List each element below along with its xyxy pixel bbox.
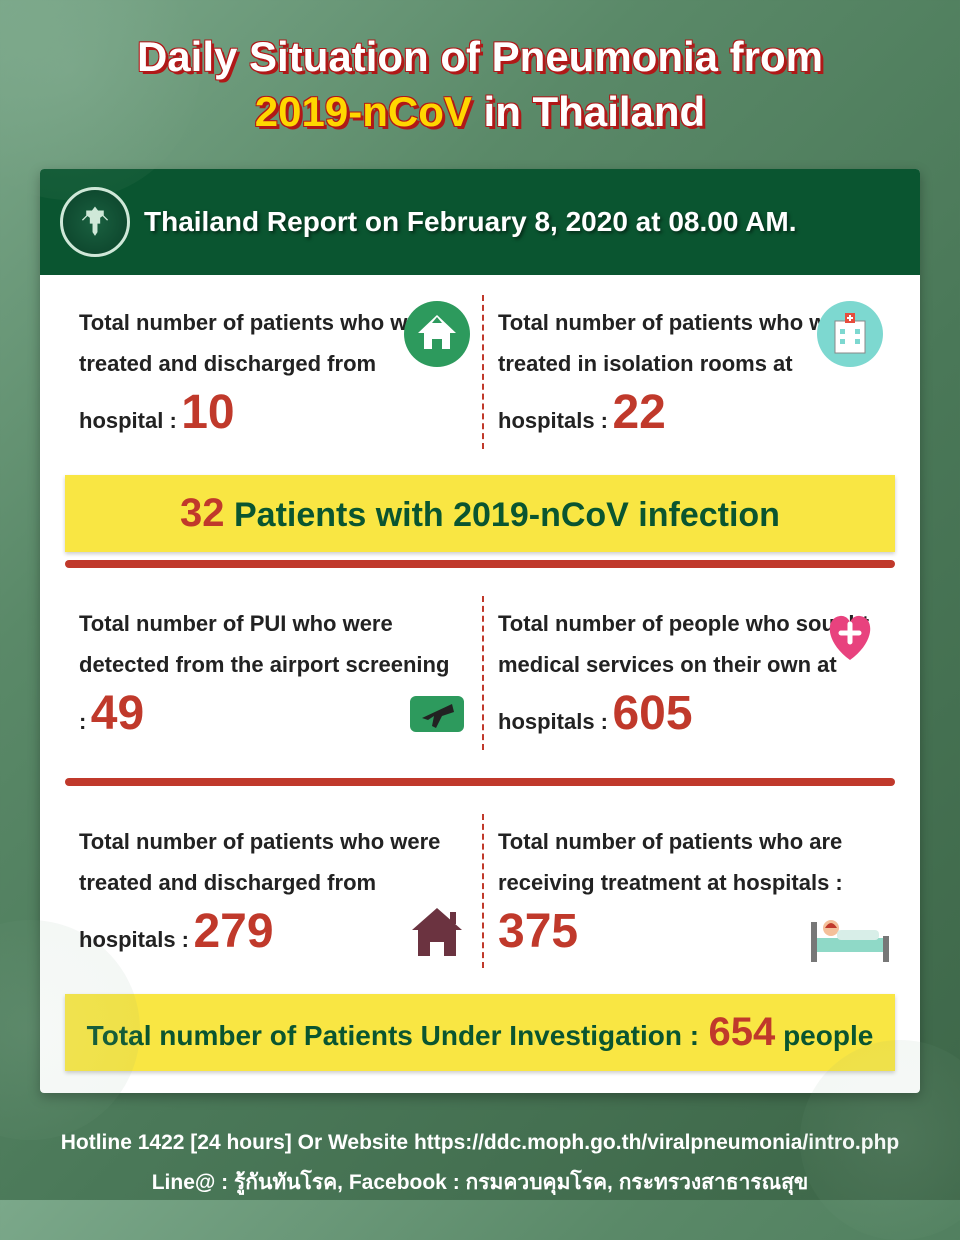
title-highlight: 2019-nCoV [255, 88, 472, 135]
hospital-icon [815, 299, 885, 369]
page-title: Daily Situation of Pneumonia from 2019-n… [0, 0, 960, 159]
airplane-icon [402, 676, 472, 746]
banner-infected: 32 Patients with 2019-nCoV infection [65, 475, 895, 552]
stat-value: 49 [91, 687, 144, 740]
stat-value: 10 [181, 386, 234, 439]
heart-icon [815, 600, 885, 670]
stat-row-2: Total number of PUI who were detected fr… [40, 576, 920, 770]
stat-value: 279 [193, 905, 273, 958]
report-date: Thailand Report on February 8, 2020 at 0… [144, 206, 797, 238]
card-header: Thailand Report on February 8, 2020 at 0… [40, 169, 920, 275]
divider [65, 778, 895, 786]
title-line-1: Daily Situation of Pneumonia from [40, 30, 920, 85]
banner-number: 32 [180, 491, 225, 535]
stat-row-3: Total number of patients who were treate… [40, 794, 920, 988]
stat-isolation: Total number of patients who were treate… [484, 295, 895, 449]
banner-prefix: Total number of Patients Under Investiga… [87, 1020, 699, 1051]
banner-unit: people [775, 1020, 873, 1051]
footer-line-1: Hotline 1422 [24 hours] Or Website https… [40, 1123, 920, 1163]
banner-pui: Total number of Patients Under Investiga… [65, 994, 895, 1071]
banner-text: Patients with 2019-nCoV infection [225, 496, 780, 534]
stat-value: 375 [498, 905, 578, 958]
stat-self-sought: Total number of people who sought medica… [484, 596, 895, 750]
stat-label: Total number of patients who are receivi… [498, 829, 843, 895]
stat-discharged: Total number of patients who were treate… [65, 295, 484, 449]
report-card: Thailand Report on February 8, 2020 at 0… [40, 169, 920, 1093]
stat-row-1: Total number of patients who were treate… [40, 275, 920, 469]
divider [65, 560, 895, 568]
stat-label: Total number of patients who were treate… [79, 310, 440, 432]
stat-value: 605 [612, 687, 692, 740]
banner-number: 654 [709, 1010, 776, 1054]
house-icon [402, 299, 472, 369]
ministry-seal-icon [60, 187, 130, 257]
stat-airport: Total number of PUI who were detected fr… [65, 596, 484, 750]
title-suffix: in Thailand [472, 88, 705, 135]
footer-line-2: Line@ : รู้กันทันโรค, Facebook : กรมควบค… [40, 1163, 920, 1203]
stat-receiving: Total number of patients who are receivi… [484, 814, 895, 968]
stat-label: Total number of patients who were treate… [498, 310, 859, 432]
home-icon [402, 898, 472, 968]
stat-value: 22 [612, 386, 665, 439]
title-line-2: 2019-nCoV in Thailand [40, 85, 920, 140]
bed-icon [805, 898, 895, 968]
stat-discharged-2: Total number of patients who were treate… [65, 814, 484, 968]
